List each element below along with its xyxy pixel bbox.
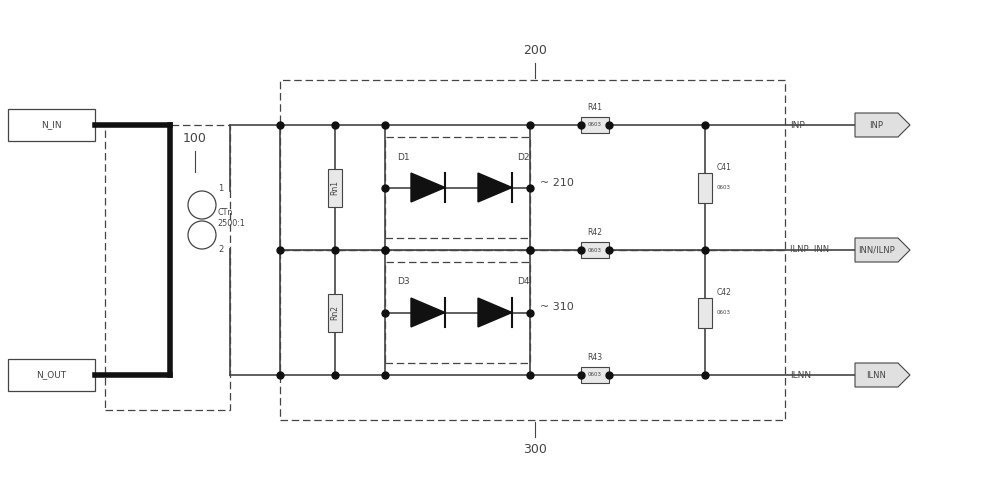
Text: ~ 210: ~ 210: [540, 178, 574, 188]
Polygon shape: [411, 298, 445, 327]
Text: 300: 300: [523, 443, 547, 456]
Text: D2: D2: [517, 152, 529, 162]
Text: CTn
2500:1: CTn 2500:1: [217, 208, 245, 228]
Bar: [8, 109, 95, 141]
Text: C41: C41: [717, 163, 732, 172]
Text: 2: 2: [218, 245, 223, 254]
Text: N_IN: N_IN: [41, 120, 62, 130]
Text: D3: D3: [397, 278, 409, 286]
Bar: [581, 117, 609, 133]
Bar: [8, 359, 95, 391]
Text: D1: D1: [397, 152, 409, 162]
Text: INN/ILNP: INN/ILNP: [858, 246, 895, 254]
Bar: [581, 242, 609, 258]
Polygon shape: [855, 363, 910, 387]
Bar: [328, 294, 342, 332]
Text: N_OUT: N_OUT: [36, 370, 67, 380]
Bar: [328, 168, 342, 206]
Bar: [280, 80, 785, 250]
Polygon shape: [478, 173, 512, 202]
Bar: [280, 250, 785, 420]
Text: ILNP  INN: ILNP INN: [790, 246, 829, 254]
Text: C42: C42: [717, 288, 732, 297]
Text: INP: INP: [870, 120, 884, 130]
Polygon shape: [478, 298, 512, 327]
Text: 100: 100: [183, 132, 207, 145]
Text: 0603: 0603: [717, 310, 731, 315]
Text: Rn2: Rn2: [330, 305, 340, 320]
Bar: [698, 298, 712, 328]
Bar: [385, 137, 530, 238]
Text: 0603: 0603: [588, 372, 602, 378]
Bar: [105, 125, 230, 410]
Text: ILNN: ILNN: [790, 370, 811, 380]
Text: D4: D4: [517, 278, 529, 286]
Text: Rn1: Rn1: [330, 180, 340, 195]
Text: 1: 1: [218, 184, 223, 193]
Polygon shape: [855, 113, 910, 137]
Bar: [698, 172, 712, 203]
Text: ~ 310: ~ 310: [540, 302, 574, 312]
Text: 0603: 0603: [588, 248, 602, 252]
Text: R41: R41: [588, 103, 602, 112]
Text: INP: INP: [790, 120, 805, 130]
Bar: [581, 367, 609, 383]
Polygon shape: [411, 173, 445, 202]
Bar: [385, 262, 530, 363]
Text: 0603: 0603: [717, 185, 731, 190]
Text: 0603: 0603: [588, 122, 602, 128]
Text: 200: 200: [523, 44, 547, 57]
Text: R43: R43: [587, 353, 603, 362]
Polygon shape: [855, 238, 910, 262]
Text: ILNN: ILNN: [867, 370, 886, 380]
Text: R42: R42: [588, 228, 602, 237]
